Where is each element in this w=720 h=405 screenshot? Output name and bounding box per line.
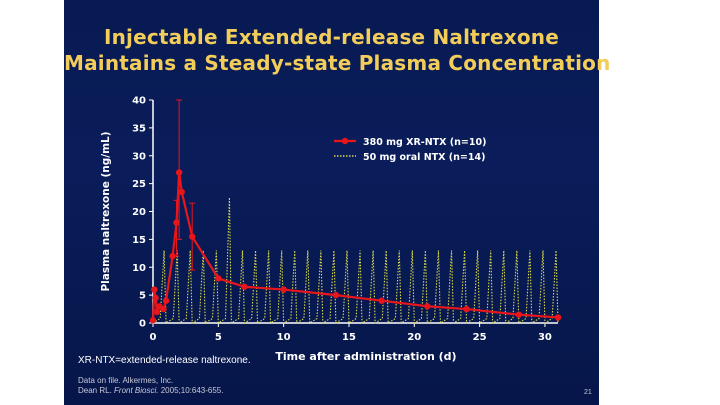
slide-title: Injectable Extended-release Naltrexone M…: [64, 24, 611, 76]
page-number: 21: [584, 389, 592, 396]
xr-ntx-point: [463, 305, 470, 313]
x-tick-label: 25: [473, 332, 487, 343]
x-tick-label: 30: [538, 332, 552, 343]
xr-ntx-point: [178, 188, 185, 196]
xr-ntx-point: [280, 286, 287, 293]
x-tick-label: 5: [215, 332, 222, 343]
y-tick-label: 20: [132, 207, 146, 218]
y-axis-label: Plasma naltrexone (ng/mL): [100, 131, 112, 291]
x-axis-label: Time after administration (d): [275, 350, 456, 363]
footnote: XR-NTX=extended-release naltrexone.: [78, 355, 251, 366]
y-tick-label: 10: [132, 263, 146, 274]
title-line-1: Injectable Extended-release Naltrexone: [103, 25, 560, 49]
xr-ntx-point: [153, 308, 161, 316]
xr-ntx-point: [188, 233, 196, 240]
xr-ntx-point: [241, 283, 248, 290]
chart-axes: 0 5 10 15 20 25 30 35 40 0 5 10 15 20 25 30 Plasma naltr…: [100, 96, 558, 363]
source-line-2: Dean RL. Front Biosci. 2005;10:643-655.: [78, 386, 223, 395]
xr-ntx-point: [151, 286, 158, 293]
title-line-2: Maintains a Steady-state Plasma Concentr…: [64, 51, 611, 75]
xr-ntx-point: [332, 291, 340, 299]
source-citation: 2005;10:643-655.: [160, 386, 224, 395]
xr-ntx-point: [515, 311, 523, 318]
xr-ntx-point: [149, 317, 157, 324]
xr-ntx-point: [169, 252, 176, 260]
y-tick-label: 0: [139, 319, 146, 330]
oral-ntx-series: [152, 197, 559, 324]
chart-legend: 380 mg XR-NTX (n=10) 50 mg oral NTX (n=14…: [334, 137, 486, 163]
x-tick-label: 20: [407, 332, 421, 343]
xr-ntx-point: [175, 169, 183, 176]
y-tick-label: 30: [132, 151, 146, 162]
source-authors: Dean RL.: [78, 386, 112, 395]
xr-ntx-point: [173, 219, 180, 226]
legend-oral-label: 50 mg oral NTX (n=14): [363, 152, 485, 163]
xr-ntx-point: [162, 297, 170, 304]
source-journal: Front Biosci.: [114, 386, 159, 395]
oral-ntx-line: [152, 197, 559, 324]
y-tick-label: 25: [132, 179, 146, 190]
plasma-concentration-chart: 0 5 10 15 20 25 30 35 40 0 5 10 15 20 25 30 Plasma naltr…: [100, 96, 562, 363]
y-tick-label: 35: [132, 123, 146, 134]
xr-ntx-series: [149, 99, 562, 324]
xr-ntx-point: [215, 275, 222, 282]
slide: Injectable Extended-release Naltrexone M…: [64, 0, 611, 405]
xr-ntx-point: [160, 305, 167, 313]
x-tick-label: 10: [277, 332, 291, 343]
x-tick-label: 0: [150, 332, 157, 343]
xr-ntx-point: [554, 314, 562, 321]
xr-ntx-point: [378, 297, 385, 304]
xr-ntx-point: [152, 294, 159, 302]
xr-ntx-point: [424, 303, 431, 310]
legend-xr-label: 380 mg XR-NTX (n=10): [363, 137, 486, 148]
x-tick-label: 15: [342, 332, 356, 343]
y-tick-label: 5: [139, 291, 146, 302]
y-tick-label: 40: [132, 96, 146, 107]
y-tick-label: 15: [132, 235, 146, 246]
source-line-1: Data on file. Alkermes, Inc.: [78, 376, 174, 385]
legend-xr-swatch-marker: [341, 137, 349, 145]
